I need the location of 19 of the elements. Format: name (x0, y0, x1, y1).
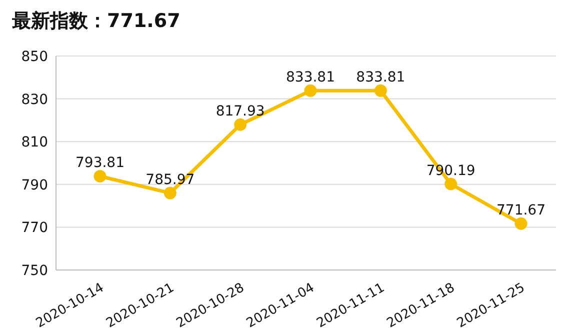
y-tick-label: 850 (21, 48, 48, 65)
data-label: 793.81 (76, 155, 124, 172)
point (444, 178, 458, 190)
point (374, 84, 387, 97)
data-label: 771.67 (496, 202, 546, 219)
point (514, 217, 528, 230)
point (94, 170, 106, 182)
point (304, 84, 317, 97)
data-label: 833.81 (286, 70, 335, 86)
y-tick-label: 810 (21, 134, 48, 151)
point (164, 186, 176, 200)
y-tick-label: 750 (21, 262, 48, 279)
point (234, 118, 247, 131)
y-tick-label: 790 (21, 177, 48, 194)
data-label: 833.81 (356, 70, 406, 86)
y-tick-label: 830 (21, 92, 48, 108)
chart-title: 最新指数：771.67 (12, 9, 180, 34)
y-tick-label: 770 (21, 220, 48, 236)
data-label: 817.93 (216, 104, 265, 120)
